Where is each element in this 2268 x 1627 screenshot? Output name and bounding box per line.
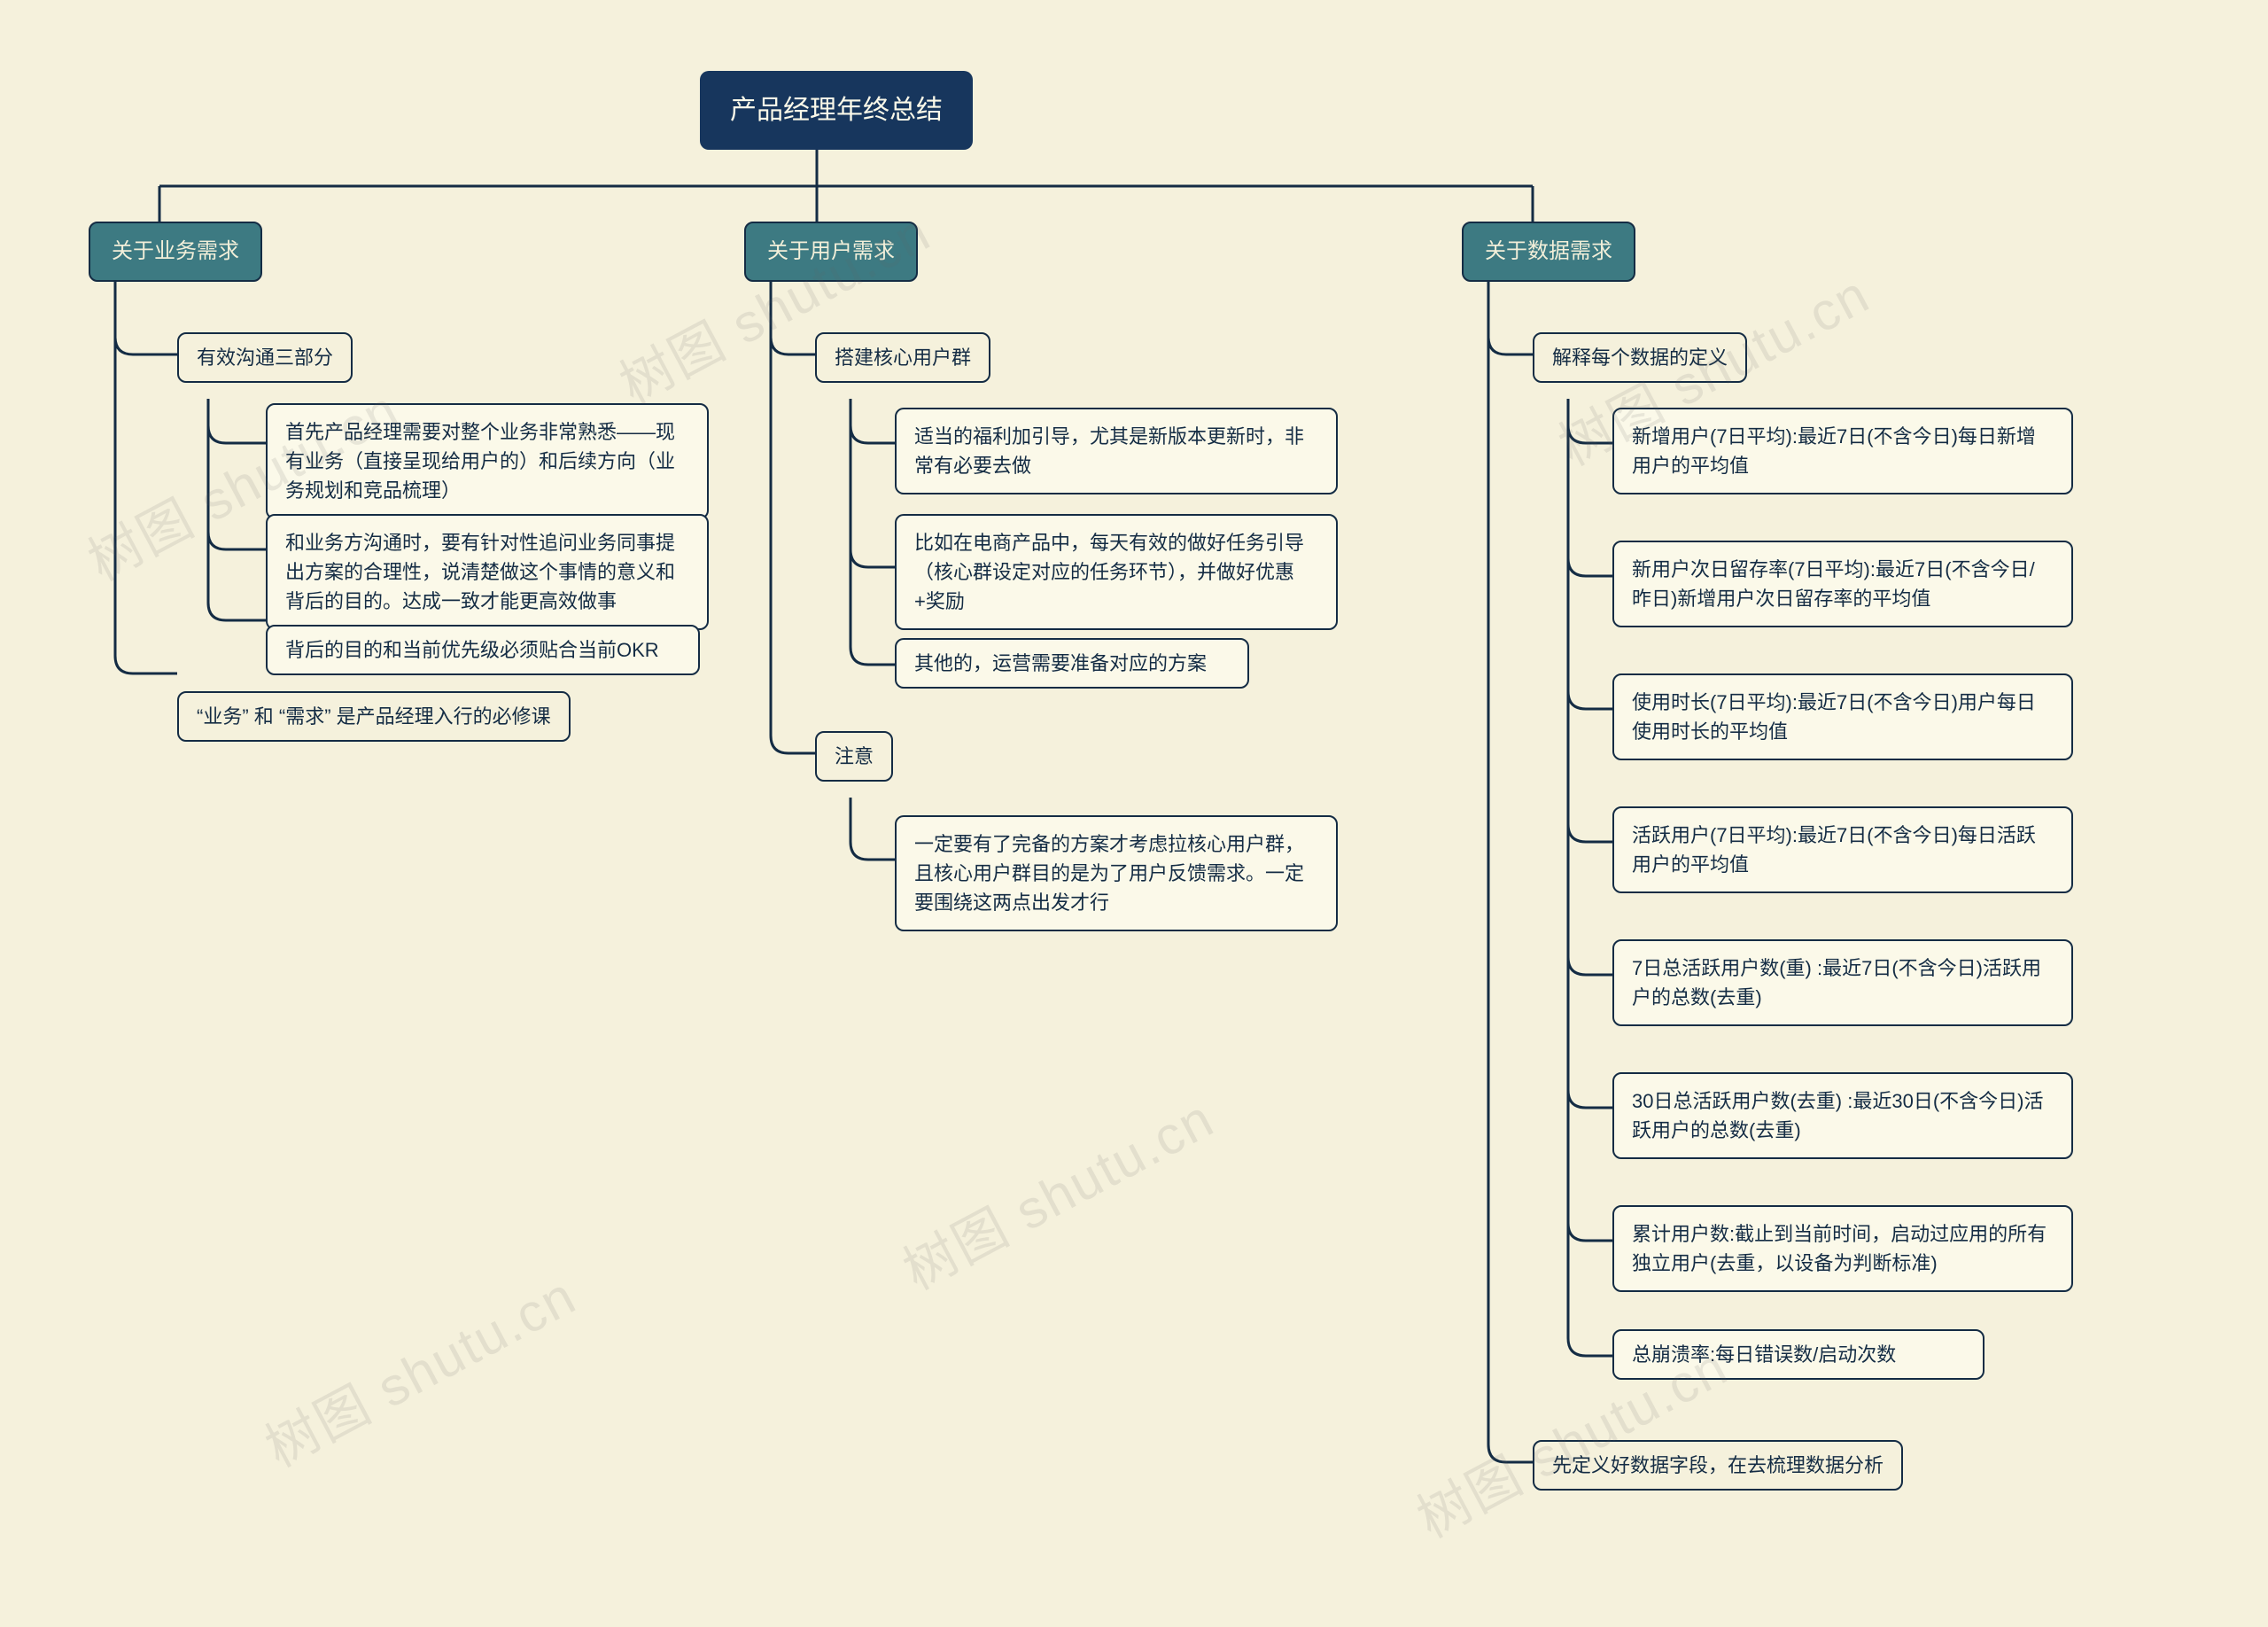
mid-data-def[interactable]: 解释每个数据的定义 — [1533, 332, 1747, 383]
leaf-data-4[interactable]: 活跃用户(7日平均):最近7日(不含今日)每日活跃用户的平均值 — [1612, 806, 2073, 893]
branch-label: 关于用户需求 — [767, 239, 895, 263]
mid-label: “业务” 和 “需求” 是产品经理入行的必修课 — [197, 705, 551, 728]
mid-core-users[interactable]: 搭建核心用户群 — [815, 332, 990, 383]
mid-notice[interactable]: 注意 — [815, 731, 893, 782]
leaf-text: 7日总活跃用户数(重) :最近7日(不含今日)活跃用户的总数(去重) — [1632, 957, 2041, 1008]
branch-business[interactable]: 关于业务需求 — [89, 222, 262, 282]
leaf-text: 适当的福利加引导，尤其是新版本更新时，非常有必要去做 — [914, 425, 1304, 477]
leaf-biz-2[interactable]: 和业务方沟通时，要有针对性追问业务同事提出方案的合理性，说清楚做这个事情的意义和… — [266, 514, 709, 630]
leaf-data-2[interactable]: 新用户次日留存率(7日平均):最近7日(不含今日/昨日)新增用户次日留存率的平均… — [1612, 541, 2073, 627]
mid-label: 有效沟通三部分 — [197, 346, 333, 369]
leaf-text: 使用时长(7日平均):最近7日(不含今日)用户每日使用时长的平均值 — [1632, 691, 2036, 743]
branch-label: 关于数据需求 — [1485, 239, 1612, 263]
leaf-data-6[interactable]: 30日总活跃用户数(去重) :最近30日(不含今日)活跃用户的总数(去重) — [1612, 1072, 2073, 1159]
leaf-text: 30日总活跃用户数(去重) :最近30日(不含今日)活跃用户的总数(去重) — [1632, 1090, 2043, 1141]
leaf-text: 比如在电商产品中，每天有效的做好任务引导（核心群设定对应的任务环节），并做好优惠… — [914, 532, 1304, 612]
leaf-data-1[interactable]: 新增用户(7日平均):最近7日(不含今日)每日新增用户的平均值 — [1612, 408, 2073, 494]
leaf-text: 其他的，运营需要准备对应的方案 — [914, 652, 1207, 674]
leaf-data-5[interactable]: 7日总活跃用户数(重) :最近7日(不含今日)活跃用户的总数(去重) — [1612, 939, 2073, 1026]
leaf-user-2[interactable]: 比如在电商产品中，每天有效的做好任务引导（核心群设定对应的任务环节），并做好优惠… — [895, 514, 1338, 630]
leaf-text: 新增用户(7日平均):最近7日(不含今日)每日新增用户的平均值 — [1632, 425, 2036, 477]
leaf-text: 一定要有了完备的方案才考虑拉核心用户群，且核心用户群目的是为了用户反馈需求。一定… — [914, 833, 1304, 914]
mid-biz-required[interactable]: “业务” 和 “需求” 是产品经理入行的必修课 — [177, 691, 571, 742]
branch-data[interactable]: 关于数据需求 — [1462, 222, 1635, 282]
leaf-text: 总崩溃率:每日错误数/启动次数 — [1632, 1343, 1896, 1366]
leaf-data-8[interactable]: 总崩溃率:每日错误数/启动次数 — [1612, 1329, 1984, 1380]
branch-user[interactable]: 关于用户需求 — [744, 222, 918, 282]
watermark: 树图 shutu.cn — [250, 1254, 587, 1483]
leaf-biz-3[interactable]: 背后的目的和当前优先级必须贴合当前OKR — [266, 625, 700, 675]
watermark: 树图 shutu.cn — [888, 1077, 1225, 1305]
mid-communication[interactable]: 有效沟通三部分 — [177, 332, 353, 383]
mid-label: 注意 — [835, 745, 874, 767]
root-label: 产品经理年终总结 — [730, 96, 943, 125]
leaf-text: 和业务方沟通时，要有针对性追问业务同事提出方案的合理性，说清楚做这个事情的意义和… — [285, 532, 675, 612]
leaf-data-7[interactable]: 累计用户数:截止到当前时间，启动过应用的所有独立用户(去重，以设备为判断标准) — [1612, 1205, 2073, 1292]
root-node[interactable]: 产品经理年终总结 — [700, 71, 973, 150]
leaf-text: 累计用户数:截止到当前时间，启动过应用的所有独立用户(去重，以设备为判断标准) — [1632, 1223, 2047, 1274]
leaf-biz-1[interactable]: 首先产品经理需要对整个业务非常熟悉——现有业务（直接呈现给用户的）和后续方向（业… — [266, 403, 709, 519]
leaf-text: 背后的目的和当前优先级必须贴合当前OKR — [285, 639, 659, 661]
leaf-data-3[interactable]: 使用时长(7日平均):最近7日(不含今日)用户每日使用时长的平均值 — [1612, 673, 2073, 760]
leaf-text: 首先产品经理需要对整个业务非常熟悉——现有业务（直接呈现给用户的）和后续方向（业… — [285, 421, 675, 502]
leaf-user-1[interactable]: 适当的福利加引导，尤其是新版本更新时，非常有必要去做 — [895, 408, 1338, 494]
branch-label: 关于业务需求 — [112, 239, 239, 263]
leaf-text: 活跃用户(7日平均):最近7日(不含今日)每日活跃用户的平均值 — [1632, 824, 2036, 876]
mid-label: 先定义好数据字段，在去梳理数据分析 — [1552, 1454, 1884, 1476]
leaf-user-3[interactable]: 其他的，运营需要准备对应的方案 — [895, 638, 1249, 689]
leaf-notice-1[interactable]: 一定要有了完备的方案才考虑拉核心用户群，且核心用户群目的是为了用户反馈需求。一定… — [895, 815, 1338, 931]
mid-label: 解释每个数据的定义 — [1552, 346, 1728, 369]
mid-label: 搭建核心用户群 — [835, 346, 971, 369]
leaf-text: 新用户次日留存率(7日平均):最近7日(不含今日/昨日)新增用户次日留存率的平均… — [1632, 558, 2035, 610]
mid-data-field[interactable]: 先定义好数据字段，在去梳理数据分析 — [1533, 1440, 1903, 1491]
